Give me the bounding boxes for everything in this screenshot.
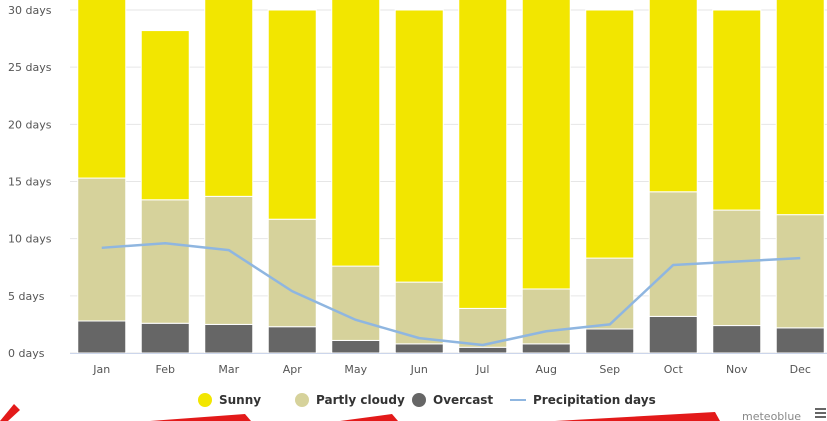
bar-stack-aug — [521, 0, 571, 354]
x-tick-label: Sep — [599, 363, 620, 376]
y-axis: 0 days 5 days 10 days 15 days 20 days 25 days… — [8, 4, 52, 360]
bar-stack-nov — [712, 9, 762, 354]
menu-bar — [815, 416, 826, 418]
bar-overcast — [394, 343, 444, 354]
bar-sunny — [521, 0, 571, 290]
bar-sunny — [140, 30, 190, 201]
bar-sunny — [585, 9, 635, 259]
red-stroke-decoration — [150, 414, 251, 421]
x-tick-label: Aug — [536, 363, 557, 376]
y-tick-label: 5 days — [8, 290, 45, 303]
legend: Sunny Partly cloudy Overcast Precipitation … — [198, 393, 656, 407]
bars — [77, 0, 825, 354]
legend-item-partly-cloudy[interactable]: Partly cloudy — [295, 393, 405, 407]
legend-label: Overcast — [433, 393, 493, 407]
bar-overcast — [521, 343, 571, 354]
bar-overcast — [458, 346, 508, 354]
menu-bar — [815, 412, 826, 414]
x-axis: Jan Feb Mar Apr May Jun Jul Aug Sep Oct Nov Dec — [70, 353, 827, 376]
bar-sunny — [204, 0, 254, 197]
bar-stack-jan — [77, 0, 127, 354]
red-stroke-decoration — [0, 404, 20, 421]
bar-stack-jul — [458, 0, 508, 354]
bar-sunny — [648, 0, 698, 193]
x-tick-label: Feb — [156, 363, 175, 376]
bar-partly-cloudy — [648, 191, 698, 317]
bar-sunny — [712, 9, 762, 211]
bar-partly-cloudy — [712, 209, 762, 327]
bar-partly-cloudy — [775, 214, 825, 329]
bar-sunny — [331, 0, 381, 267]
legend-label: Precipitation days — [533, 393, 656, 407]
legend-item-precipitation-days[interactable]: Precipitation days — [510, 393, 656, 407]
bar-stack-sep — [585, 9, 635, 354]
x-tick-label: Mar — [218, 363, 239, 376]
bar-stack-feb — [140, 30, 190, 354]
grid-lines — [70, 9, 827, 354]
precipitation-line — [101, 241, 801, 347]
legend-label: Sunny — [219, 393, 261, 407]
red-stroke-decoration — [340, 414, 398, 421]
bar-stack-oct — [648, 0, 698, 354]
red-stroke-decoration — [555, 412, 720, 421]
bar-partly-cloudy — [140, 199, 190, 324]
bar-sunny — [77, 0, 127, 179]
bar-partly-cloudy — [585, 257, 635, 330]
hamburger-menu-icon[interactable] — [815, 408, 826, 418]
bar-stack-apr — [267, 9, 317, 354]
menu-bar — [815, 408, 826, 410]
bar-overcast — [585, 328, 635, 354]
x-tick-label: Jul — [475, 363, 489, 376]
y-tick-label: 30 days — [8, 4, 52, 17]
bar-sunny — [267, 9, 317, 220]
bar-partly-cloudy — [267, 218, 317, 328]
bar-stack-mar — [204, 0, 254, 354]
y-tick-label: 0 days — [8, 347, 45, 360]
bar-sunny — [394, 9, 444, 283]
legend-swatch — [198, 393, 212, 407]
x-tick-label: Oct — [664, 363, 684, 376]
x-tick-label: Nov — [726, 363, 748, 376]
legend-item-overcast[interactable]: Overcast — [412, 393, 493, 407]
decorations: meteoblue — [0, 404, 826, 421]
y-tick-label: 15 days — [8, 176, 52, 189]
legend-swatch — [295, 393, 309, 407]
credits-text: meteoblue — [742, 410, 801, 421]
legend-swatch — [412, 393, 426, 407]
legend-label: Partly cloudy — [316, 393, 405, 407]
bar-overcast — [648, 315, 698, 354]
bar-sunny — [775, 0, 825, 216]
legend-item-sunny[interactable]: Sunny — [198, 393, 261, 407]
bar-overcast — [140, 322, 190, 354]
bar-overcast — [331, 339, 381, 354]
precipitation-line-group — [101, 241, 801, 347]
bar-stack-dec — [775, 0, 825, 354]
x-tick-label: May — [344, 363, 367, 376]
x-tick-label: Jan — [92, 363, 110, 376]
y-tick-label: 25 days — [8, 61, 52, 74]
bar-overcast — [204, 323, 254, 354]
bar-partly-cloudy — [331, 265, 381, 341]
bar-overcast — [775, 327, 825, 354]
x-tick-label: Jun — [410, 363, 428, 376]
y-tick-label: 10 days — [8, 233, 52, 246]
bar-overcast — [77, 320, 127, 354]
bar-partly-cloudy — [77, 177, 127, 322]
x-tick-label: Apr — [283, 363, 303, 376]
bar-overcast — [267, 326, 317, 354]
bar-sunny — [458, 0, 508, 309]
bar-overcast — [712, 325, 762, 354]
y-tick-label: 20 days — [8, 118, 52, 131]
bar-stack-jun — [394, 9, 444, 354]
x-tick-label: Dec — [790, 363, 811, 376]
bar-stack-may — [331, 0, 381, 354]
